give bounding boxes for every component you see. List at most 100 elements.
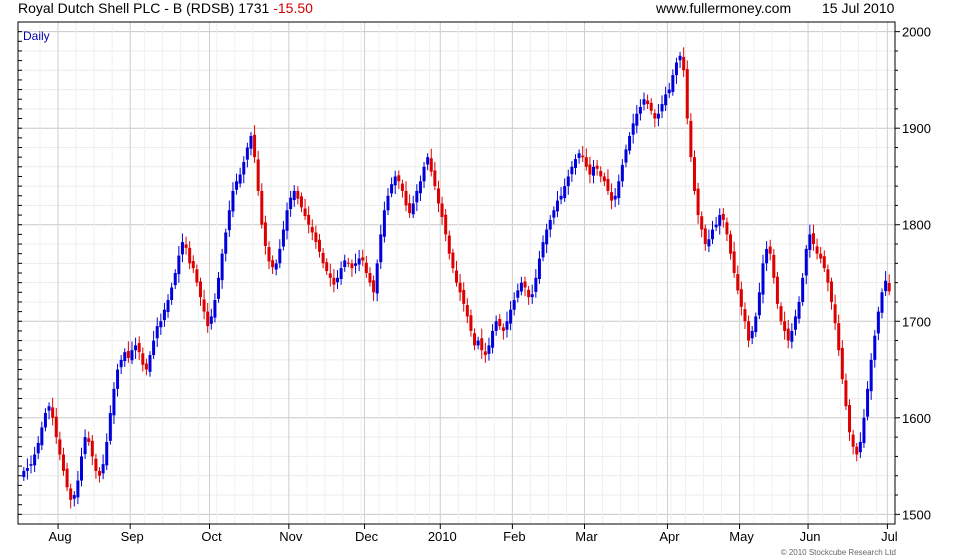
candle-body [566, 176, 570, 187]
candle [530, 284, 534, 304]
x-tick-label: Apr [659, 529, 680, 544]
candle [76, 470, 80, 505]
candle [624, 144, 628, 168]
y-tick-label: 2000 [902, 25, 931, 40]
candle [884, 271, 888, 296]
candle [112, 382, 116, 424]
candle [808, 224, 812, 258]
candle-body [400, 183, 404, 191]
candle [285, 202, 289, 240]
candle [534, 269, 538, 298]
candle [826, 264, 830, 292]
candle-body [523, 281, 527, 288]
candle-body [256, 159, 260, 191]
candle-body [148, 355, 152, 372]
candle-body [487, 345, 491, 354]
candle-body [235, 181, 239, 190]
candle [815, 238, 819, 260]
candle-body [76, 480, 80, 498]
candle-body [141, 353, 145, 365]
candle [649, 98, 653, 115]
candle [606, 169, 610, 195]
candle-body [299, 196, 303, 208]
candle [126, 341, 130, 363]
candle [271, 255, 275, 274]
candle-body [310, 227, 314, 233]
candle [25, 458, 29, 480]
candle [617, 174, 621, 205]
candle [134, 337, 138, 359]
candle-body [552, 210, 556, 218]
candle [498, 314, 502, 330]
candle-body [238, 174, 242, 184]
candle [51, 397, 55, 426]
candle-body [638, 106, 642, 114]
candle-body [674, 62, 678, 76]
candle [783, 311, 787, 340]
candle-body [833, 304, 837, 324]
candle [98, 467, 102, 483]
candle [72, 491, 76, 507]
candle-body [660, 104, 664, 112]
candle [119, 355, 123, 374]
candle [487, 337, 491, 361]
candle-body [498, 318, 502, 327]
candle [418, 175, 422, 201]
candle-body [678, 55, 682, 61]
candle-body [231, 190, 235, 212]
candle-body [725, 222, 729, 235]
candle-body [79, 456, 83, 481]
candle [105, 433, 109, 471]
candle [429, 148, 433, 177]
candle [382, 201, 386, 243]
candle-body [494, 321, 498, 331]
candle [224, 228, 228, 262]
candle [451, 248, 455, 273]
candle-body [527, 289, 531, 298]
candle-body [584, 157, 588, 167]
candle [83, 429, 87, 459]
candle [855, 442, 859, 462]
candle-body [501, 327, 505, 331]
candle-body [162, 309, 166, 321]
candle [833, 294, 837, 330]
candle-body [866, 388, 870, 417]
candle-body [548, 219, 552, 230]
x-tick-label: 2010 [428, 529, 457, 544]
candle [130, 341, 134, 365]
candle-body [563, 186, 567, 199]
candle [501, 323, 505, 340]
candle [458, 273, 462, 301]
candle-body [790, 330, 794, 342]
candle-body [718, 215, 722, 226]
candle-body [83, 437, 87, 455]
candle [397, 170, 401, 190]
candle [299, 192, 303, 213]
candle [631, 113, 635, 144]
candle-body [116, 369, 120, 389]
candle [350, 259, 354, 277]
candle-body [72, 495, 76, 499]
candle-body [642, 99, 646, 105]
candle-body [747, 321, 751, 341]
candle [343, 254, 347, 272]
candle [137, 336, 141, 360]
candle [368, 267, 372, 287]
candle [400, 179, 404, 198]
candlestick-series [22, 47, 891, 509]
candle [54, 407, 58, 444]
x-tick-label: Jun [800, 529, 821, 544]
candle [584, 148, 588, 171]
candle-body [844, 380, 848, 407]
candle [317, 233, 321, 258]
candle-body [134, 345, 138, 351]
candle [433, 161, 437, 190]
candle [592, 160, 596, 184]
candle-body [155, 326, 159, 339]
candle-body [711, 229, 715, 240]
candle [79, 447, 83, 487]
candle [436, 180, 440, 213]
candle-body [51, 407, 55, 418]
candle-body [483, 351, 487, 356]
candle-body [671, 75, 675, 92]
